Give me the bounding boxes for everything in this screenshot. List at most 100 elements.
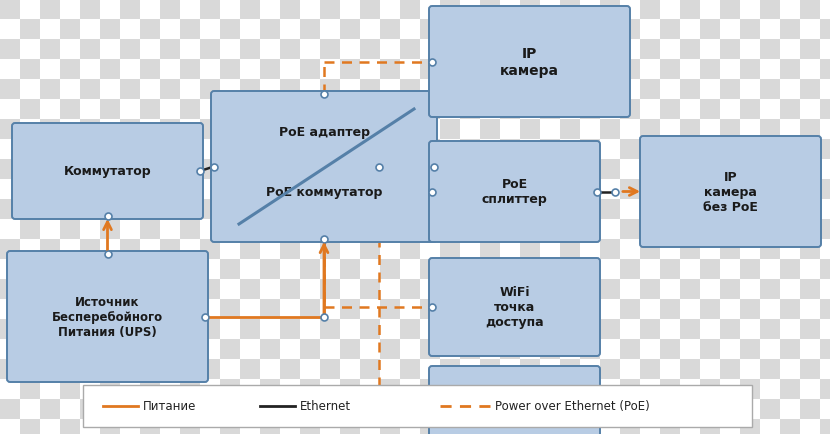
Bar [540,160,560,180]
Bar [20,279,40,299]
Bar [340,140,360,160]
Bar [120,120,140,140]
Bar [680,339,700,359]
Bar [500,80,520,100]
Bar [180,200,200,220]
Bar [100,200,120,220]
Bar [20,319,40,339]
Bar [240,319,260,339]
Bar [500,220,520,240]
Bar [200,180,220,200]
Bar [800,60,820,80]
Bar [220,339,240,359]
Bar [440,80,460,100]
Bar [360,120,380,140]
Bar [340,299,360,319]
Text: Коммутатор: Коммутатор [64,165,151,178]
Bar [380,20,400,40]
Bar [740,60,760,80]
Bar [460,220,480,240]
Bar [760,299,780,319]
Bar [620,319,640,339]
Bar [360,299,380,319]
Bar [160,359,180,379]
Bar [240,120,260,140]
Bar [80,40,100,60]
Bar [40,399,60,419]
Bar [580,240,600,260]
Bar [380,240,400,260]
Bar [200,359,220,379]
Bar [480,379,500,399]
Bar [780,419,800,434]
Bar [160,160,180,180]
Bar [80,120,100,140]
Bar [60,100,80,120]
Bar [100,399,120,419]
Bar [140,0,160,20]
Bar [500,60,520,80]
Bar [280,279,300,299]
Bar [0,160,20,180]
Bar [740,100,760,120]
Bar [160,299,180,319]
Bar [100,60,120,80]
Bar [600,200,620,220]
Bar [340,200,360,220]
Bar [600,80,620,100]
Bar [160,100,180,120]
Bar [80,299,100,319]
Bar [300,120,320,140]
Bar [640,120,660,140]
Bar [580,100,600,120]
Bar [500,140,520,160]
Bar [260,279,280,299]
Bar [300,419,320,434]
Bar [340,419,360,434]
Bar [740,399,760,419]
Bar [660,260,680,279]
Bar [420,200,440,220]
Bar [620,339,640,359]
Bar [440,40,460,60]
Bar [280,419,300,434]
Bar [140,60,160,80]
Bar [340,40,360,60]
Bar [800,200,820,220]
Bar [440,299,460,319]
Bar [720,140,740,160]
Bar [680,200,700,220]
Bar [340,100,360,120]
Bar [340,359,360,379]
Bar [580,160,600,180]
Bar [820,120,830,140]
Bar [660,240,680,260]
Bar [300,240,320,260]
Bar [300,299,320,319]
Bar [440,0,460,20]
Bar [0,120,20,140]
Bar [760,120,780,140]
Bar [160,80,180,100]
Bar [760,419,780,434]
Bar [780,399,800,419]
Bar [200,299,220,319]
Bar [200,100,220,120]
Bar [140,339,160,359]
Bar [600,220,620,240]
Bar [520,80,540,100]
Bar [40,260,60,279]
Bar [780,160,800,180]
Bar [420,379,440,399]
Bar [520,220,540,240]
Bar [740,260,760,279]
Bar [420,279,440,299]
Bar [220,359,240,379]
Bar [500,180,520,200]
Bar [220,260,240,279]
Bar [80,180,100,200]
Bar [640,339,660,359]
Bar [780,60,800,80]
Bar [220,220,240,240]
Bar [180,60,200,80]
